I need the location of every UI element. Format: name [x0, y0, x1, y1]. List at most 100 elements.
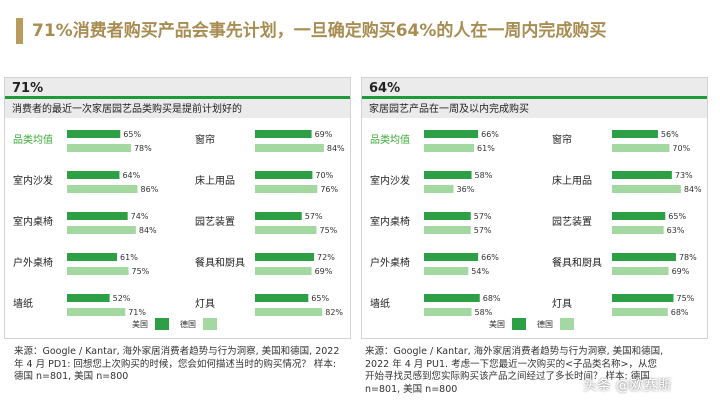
bar-de [612, 308, 668, 316]
bar-us [67, 130, 121, 138]
bar-us [67, 294, 110, 302]
bar-value-label: 73% [675, 171, 693, 180]
bar-us [67, 253, 118, 261]
category-label: 户外桌椅 [13, 256, 53, 269]
bar-value-label: 56% [661, 130, 679, 139]
bar-us [424, 253, 479, 261]
panel-subtitle: 家居园艺产品在一周及以内完成购买 [369, 104, 529, 115]
bar-value-label: 75% [132, 267, 150, 276]
page-title: 71%消费者购买产品会事先计划，一旦确定购买64%的人在一周内完成购买 [32, 21, 607, 41]
bar-de [67, 267, 129, 275]
bar-value-label: 65% [123, 130, 141, 139]
chart-panel-one-week: 64% 家居园艺产品在一周及以内完成购买 品类均值 66% 61% 室内沙发 58% 36… [361, 77, 708, 339]
bar-value-label: 63% [667, 226, 685, 235]
bar-us [255, 130, 312, 138]
bar-value-label: 65% [311, 294, 329, 303]
category-label: 室内沙发 [13, 174, 53, 187]
category-label: 灯具 [552, 298, 572, 310]
bar-de [255, 144, 324, 152]
bar-value-label: 72% [317, 253, 335, 262]
bar-us [255, 171, 313, 179]
panel-header: 71% 消费者的最近一次家居园艺品类购买是提前计划好的 [5, 78, 350, 118]
watermark: 头条 @欧赛斯 [583, 378, 672, 394]
category-label: 园艺装置 [552, 215, 592, 228]
bar-us [255, 294, 309, 302]
category-label: 窗帘 [195, 133, 215, 146]
panel-headline: 71% [12, 81, 44, 96]
chart-panel-planned: 71% 消费者的最近一次家居园艺品类购买是提前计划好的 品类均值 65% 78% 室内… [4, 77, 351, 339]
bar-us [612, 171, 672, 179]
bar-value-label: 69% [315, 267, 333, 276]
bar-us [424, 171, 472, 179]
bar-de [255, 185, 318, 193]
panel-headline: 64% [369, 81, 401, 96]
category-label: 户外桌椅 [370, 256, 410, 269]
bar-value-label: 57% [474, 226, 492, 235]
bar-us [612, 130, 658, 138]
panel-subtitle: 消费者的最近一次家居园艺品类购买是提前计划好的 [12, 104, 242, 115]
bar-us [67, 212, 128, 220]
bar-value-label: 61% [120, 253, 138, 262]
bar-value-label: 75% [677, 294, 695, 303]
source-note-one-week: 来源：Google / Kantar, 海外家居消费者趋势与行为洞察, 美国和德… [365, 346, 664, 395]
bar-value-label: 57% [305, 212, 323, 221]
bar-value-label: 65% [668, 212, 686, 221]
title-accent-bar [16, 18, 23, 44]
bar-us [612, 253, 676, 261]
category-label: 墙纸 [370, 297, 390, 310]
category-label: 餐具和厨具 [195, 256, 245, 269]
bar-value-label: 69% [672, 267, 690, 276]
bar-value-label: 70% [315, 171, 333, 180]
bar-us [424, 130, 479, 138]
bar-value-label: 70% [672, 144, 690, 153]
bar-value-label: 86% [141, 185, 159, 194]
legend-swatch-us [155, 318, 169, 330]
source-note-planned: 来源：Google / Kantar, 海外家居消费者趋势与行为洞察, 美国和德… [14, 346, 340, 382]
bar-de [67, 185, 138, 193]
legend-swatch-us [512, 318, 526, 330]
panel-header: 64% 家居园艺产品在一周及以内完成购买 [362, 78, 707, 118]
bar-de [255, 267, 312, 275]
bar-value-label: 54% [471, 267, 489, 276]
bar-de [424, 267, 469, 275]
category-label: 室内桌椅 [13, 215, 53, 228]
bar-de [67, 308, 126, 316]
bar-value-label: 64% [122, 171, 140, 180]
bar-value-label: 58% [475, 171, 493, 180]
bar-value-label: 66% [481, 253, 499, 262]
bar-de [424, 144, 475, 152]
bar-value-label: 69% [315, 130, 333, 139]
bar-value-label: 36% [457, 185, 475, 194]
category-label: 品类均值 [370, 133, 410, 146]
bar-de [424, 185, 454, 193]
bar-chart-one-week: 品类均值66%61%室内沙发58%36%室内桌椅57%57%户外桌椅66%54%… [370, 130, 702, 330]
panel-header-rule [362, 96, 707, 99]
bar-value-label: 68% [483, 294, 501, 303]
bar-value-label: 58% [475, 308, 493, 317]
bar-de [255, 308, 323, 316]
bar-value-label: 74% [131, 212, 149, 221]
bar-de [67, 226, 136, 234]
bar-us [612, 294, 674, 302]
bar-value-label: 78% [679, 253, 697, 262]
bar-value-label: 76% [320, 185, 338, 194]
legend-label-de: 德国 [180, 319, 196, 329]
category-label: 灯具 [195, 298, 215, 310]
category-label: 室内沙发 [370, 174, 410, 187]
category-label: 床上用品 [195, 174, 235, 187]
category-label: 窗帘 [552, 133, 572, 146]
legend-label-de: 德国 [537, 319, 553, 329]
bar-de [612, 185, 681, 193]
bar-de [612, 144, 670, 152]
bar-us [612, 212, 666, 220]
bar-de [67, 144, 131, 152]
bar-chart-planned: 品类均值 65% 78% 室内沙发 64%86% 室内桌椅 74% 84% 户外桌椅 61% 75%… [13, 130, 345, 330]
bar-value-label: 61% [477, 144, 495, 153]
bar-de [424, 226, 471, 234]
bar-de [612, 267, 669, 275]
legend-label-us: 美国 [132, 319, 148, 329]
bar-value-label: 78% [134, 144, 152, 153]
category-label: 墙纸 [13, 297, 33, 310]
bar-us [255, 212, 302, 220]
bar-value-label: 57% [474, 212, 492, 221]
